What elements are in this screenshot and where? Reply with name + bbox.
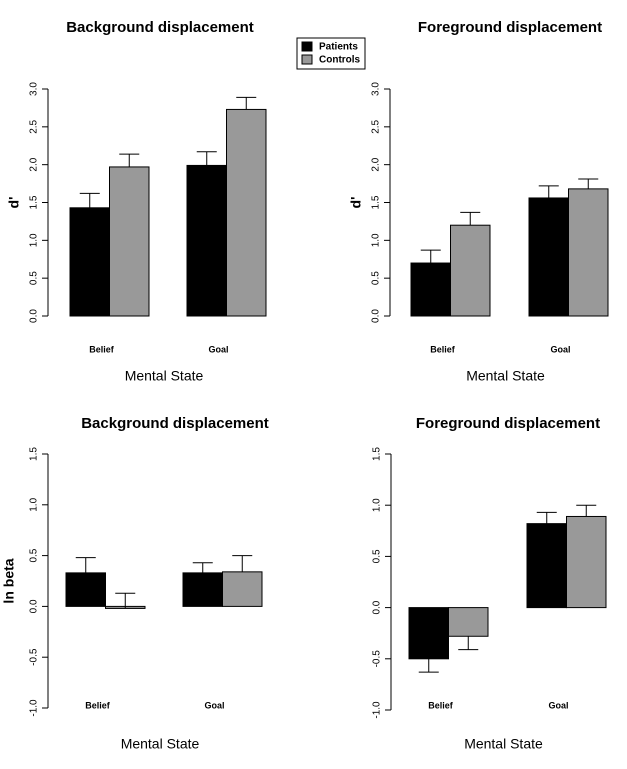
y-tick-label: 0.5 [371, 271, 382, 285]
error-bar [75, 557, 96, 573]
y-tick-label: 1.0 [29, 233, 40, 247]
error-bar [418, 658, 439, 673]
y-tick-label: 0.5 [29, 548, 40, 562]
bar [448, 607, 489, 637]
y-tick-label: -1.0 [372, 701, 383, 719]
y-tick-label: 0.0 [29, 309, 40, 323]
category-label: Belief [428, 700, 454, 710]
category-label: Belief [89, 344, 115, 354]
y-tick-label: -0.5 [372, 650, 383, 668]
category-label: Belief [85, 700, 111, 710]
bar [186, 164, 227, 317]
y-tick-label: 0.0 [371, 309, 382, 323]
error-bar [196, 151, 217, 166]
y-tick-label: 1.5 [372, 447, 383, 461]
y-tick-label: -0.5 [29, 648, 40, 666]
y-tick-label: 0.5 [29, 271, 40, 285]
error-bar [420, 249, 441, 264]
y-tick-label: 1.0 [372, 498, 383, 512]
x-axis-label: Mental State [125, 368, 204, 384]
y-tick-label: 1.0 [371, 233, 382, 247]
category-label: Goal [548, 700, 568, 710]
legend-label: Patients [319, 42, 358, 53]
bar [109, 166, 150, 317]
y-tick-label: 3.0 [371, 82, 382, 96]
chart-title: Foreground displacement [418, 19, 602, 36]
y-tick-label: 2.5 [29, 119, 40, 133]
error-bar [192, 562, 213, 573]
error-bar [538, 185, 559, 198]
bar [408, 607, 449, 660]
y-tick-label: -1.0 [29, 699, 40, 717]
error-bar [460, 211, 481, 226]
error-bar [578, 178, 599, 189]
y-tick-label: 1.0 [29, 497, 40, 511]
error-bar [79, 192, 100, 208]
bar [528, 197, 569, 317]
error-bar [536, 511, 557, 524]
error-bar [236, 96, 257, 110]
category-label: Goal [208, 344, 228, 354]
y-tick-label: 0.5 [372, 549, 383, 563]
error-bar [232, 555, 253, 572]
error-bar [119, 153, 140, 167]
y-axis-label: ln beta [1, 558, 17, 603]
legend-swatch [301, 54, 313, 65]
error-bar [115, 592, 136, 609]
legend-label: Controls [319, 55, 361, 66]
y-tick-label: 2.0 [371, 157, 382, 171]
bar [410, 262, 451, 317]
category-label: Goal [204, 700, 224, 710]
category-label: Goal [550, 344, 570, 354]
error-bar [458, 636, 479, 651]
bar [526, 523, 567, 609]
y-axis-label: d' [348, 197, 364, 209]
y-tick-label: 0.0 [372, 600, 383, 614]
y-tick-label: 2.0 [29, 157, 40, 171]
y-tick-label: 1.5 [371, 195, 382, 209]
chart-title: Background displacement [81, 415, 269, 432]
bar [222, 571, 263, 607]
category-label: Belief [430, 344, 456, 354]
y-axis-label: d' [6, 197, 22, 209]
y-tick-label: 1.5 [29, 447, 40, 461]
chart-title: Background displacement [66, 19, 254, 36]
bar [568, 188, 609, 317]
chart-title: Foreground displacement [416, 415, 600, 432]
bar [450, 224, 491, 317]
y-tick-label: 2.5 [371, 119, 382, 133]
bar [69, 207, 110, 317]
y-tick-label: 1.5 [29, 195, 40, 209]
legend-swatch [301, 41, 313, 52]
bar [226, 108, 267, 317]
bar [566, 515, 607, 609]
x-axis-label: Mental State [121, 736, 200, 752]
x-axis-label: Mental State [466, 368, 545, 384]
x-axis-label: Mental State [464, 736, 543, 752]
y-tick-label: 3.0 [29, 82, 40, 96]
error-bar [576, 504, 597, 517]
bar [182, 572, 223, 607]
y-tick-label: 0.0 [29, 599, 40, 613]
bar [65, 572, 106, 607]
